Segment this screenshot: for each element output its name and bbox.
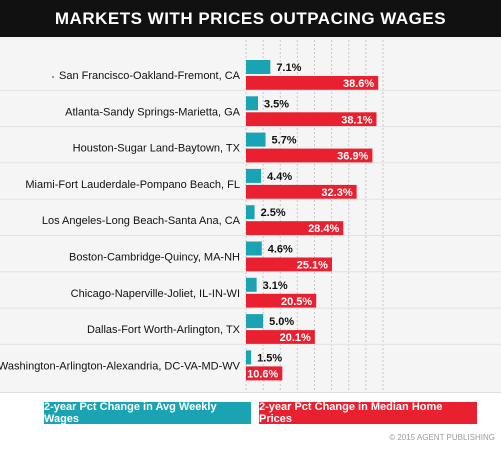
copyright-notice: © 2015 AGENT PUBLISHING: [389, 433, 495, 442]
prices-value-label: 28.4%: [308, 223, 339, 235]
prices-bar: [246, 330, 315, 345]
category-label: Miami-Fort Lauderdale-Pompano Beach, FL: [25, 179, 240, 191]
prices-bar: [246, 184, 357, 199]
wages-value-label: 4.6%: [268, 244, 293, 256]
wages-bar: [246, 60, 271, 74]
wages-value-label: 5.0%: [269, 316, 294, 328]
legend-wages: 2-year Pct Change in Avg Weekly Wages: [44, 401, 251, 425]
prices-bar: [246, 148, 373, 163]
row-marker: [52, 76, 54, 78]
wages-bar: [246, 205, 255, 220]
wages-bar: [246, 277, 257, 292]
prices-bar: [246, 76, 379, 90]
wages-value-label: 7.1%: [276, 62, 301, 74]
prices-value-label: 38.1%: [341, 114, 372, 126]
wages-value-label: 2.5%: [261, 207, 286, 219]
wages-bar: [246, 168, 262, 183]
category-label: Chicago-Naperville-Joliet, IL-IN-WI: [71, 288, 240, 300]
wages-value-label: 1.5%: [257, 352, 282, 364]
prices-bar: [246, 366, 283, 381]
prices-value-label: 25.1%: [297, 260, 328, 272]
wages-value-label: 4.4%: [267, 171, 292, 183]
category-label: Los Angeles-Long Beach-Santa Ana, CA: [42, 215, 241, 227]
wages-value-label: 5.7%: [272, 135, 297, 147]
prices-value-label: 38.6%: [343, 78, 374, 90]
wages-bar: [246, 314, 264, 329]
wages-bar: [246, 96, 258, 111]
legend-wages-label: 2-year Pct Change in Avg Weekly Wages: [44, 401, 217, 425]
category-label: Atlanta-Sandy Springs-Marietta, GA: [65, 106, 241, 118]
prices-value-label: 36.9%: [337, 151, 368, 163]
wages-bar: [246, 132, 266, 147]
prices-value-label: 10.6%: [247, 368, 278, 380]
wages-value-label: 3.1%: [263, 280, 288, 292]
prices-bar: [246, 112, 377, 127]
legend-prices-label: 2-year Pct Change in Median Home Prices: [259, 401, 443, 425]
legend-prices: 2-year Pct Change in Median Home Prices: [259, 401, 477, 425]
title-bar: MARKETS WITH PRICES OUTPACING WAGES: [0, 0, 501, 37]
category-label: Boston-Cambridge-Quincy, MA-NH: [69, 252, 240, 264]
wages-value-label: 3.5%: [264, 98, 289, 110]
category-label: Houston-Sugar Land-Baytown, TX: [73, 143, 241, 155]
category-label: Washington-Arlington-Alexandria, DC-VA-M…: [0, 360, 241, 372]
prices-bar: [246, 257, 332, 272]
category-label: San Francisco-Oakland-Fremont, CA: [59, 70, 241, 82]
category-label: Dallas-Fort Worth-Arlington, TX: [87, 324, 241, 336]
chart-title: MARKETS WITH PRICES OUTPACING WAGES: [54, 8, 447, 28]
wages-bar: [246, 241, 262, 256]
wages-bar: [246, 350, 252, 365]
prices-bar: [246, 293, 317, 308]
prices-value-label: 32.3%: [321, 187, 352, 199]
prices-bar: [246, 221, 344, 236]
prices-value-label: 20.5%: [281, 296, 312, 308]
prices-value-label: 20.1%: [280, 332, 311, 344]
